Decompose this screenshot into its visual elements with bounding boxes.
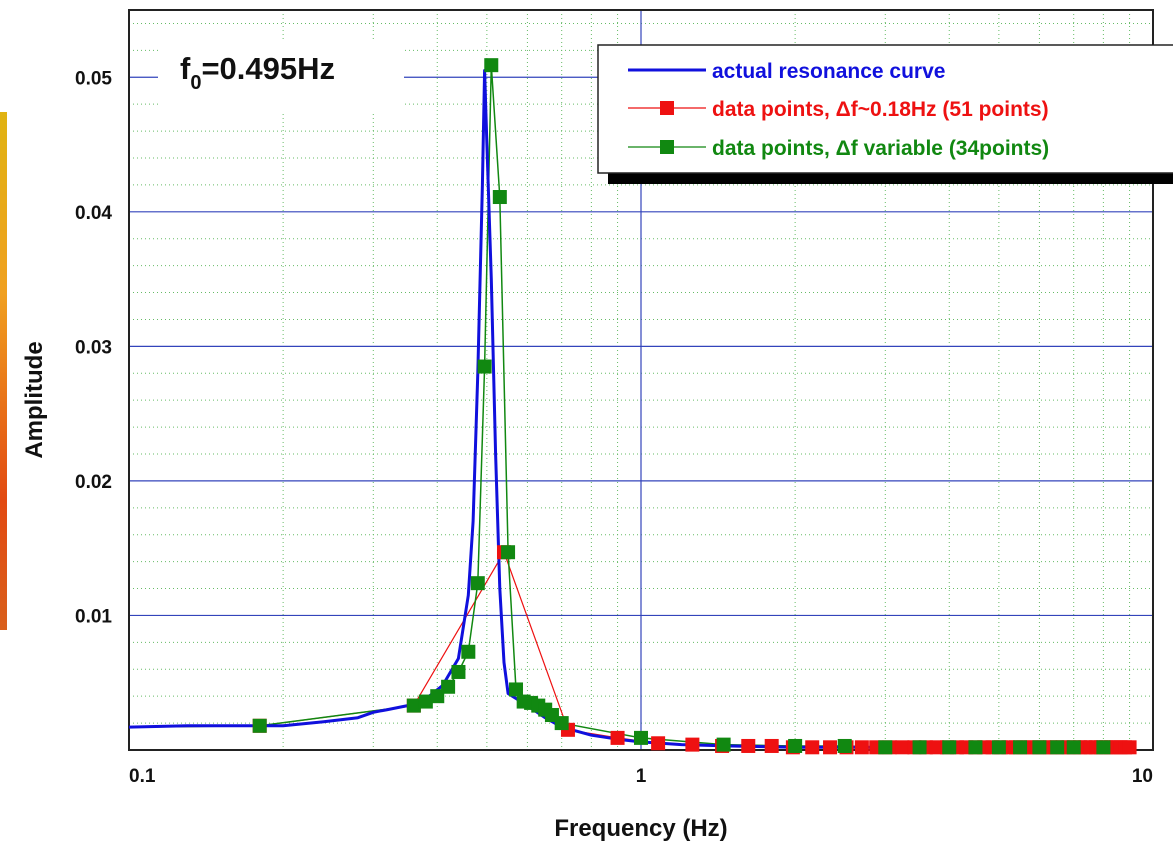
legend-label-fixed: data points, Δf~0.18Hz (51 points) — [712, 98, 1049, 121]
marker-fixed — [854, 740, 869, 755]
y-axis-title: Amplitude — [21, 341, 48, 458]
marker-variable — [1050, 740, 1065, 755]
marker-fixed — [741, 738, 756, 753]
marker-variable — [1096, 740, 1111, 755]
y-tick-label: 0.04 — [75, 203, 112, 224]
f0-annotation: f0=0.495Hz — [158, 40, 404, 112]
marker-variable — [406, 698, 421, 713]
marker-variable — [1032, 740, 1047, 755]
marker-fixed — [1122, 740, 1137, 755]
legend-marker-variable — [660, 140, 674, 154]
marker-variable — [968, 740, 983, 755]
marker-variable — [430, 689, 445, 704]
x-tick-label: 10 — [1132, 766, 1153, 787]
marker-variable — [991, 740, 1006, 755]
marker-variable — [1013, 740, 1028, 755]
f0-box — [158, 40, 404, 112]
series-markers — [252, 58, 1137, 755]
marker-variable — [716, 737, 731, 752]
f0-value: =0.495Hz — [201, 51, 335, 86]
marker-variable — [484, 58, 499, 73]
marker-variable — [509, 682, 524, 697]
marker-fixed — [764, 738, 779, 753]
marker-variable — [1066, 740, 1081, 755]
marker-fixed — [651, 736, 666, 751]
marker-variable — [451, 664, 466, 679]
marker-fixed — [823, 740, 838, 755]
marker-variable — [252, 718, 267, 733]
marker-variable — [837, 738, 852, 753]
marker-variable — [554, 716, 569, 731]
marker-variable — [634, 730, 648, 745]
marker-variable — [492, 190, 507, 205]
marker-variable — [878, 740, 893, 755]
marker-variable — [441, 679, 456, 694]
marker-variable — [470, 576, 485, 591]
legend-marker-fixed — [660, 101, 674, 115]
x-tick-label: 0.1 — [129, 766, 156, 787]
marker-fixed — [805, 740, 820, 755]
y-tick-label: 0.03 — [75, 337, 112, 358]
series-line-fixed — [128, 550, 1130, 748]
marker-fixed — [685, 737, 700, 752]
legend-label-variable: data points, Δf variable (34points) — [712, 137, 1049, 160]
marker-variable — [788, 738, 803, 753]
marker-variable — [501, 545, 516, 560]
legend-box — [597, 44, 1173, 174]
y-tick-label: 0.01 — [75, 606, 112, 627]
f0-main: f — [180, 51, 191, 86]
f0-subscript: 0 — [190, 72, 201, 94]
marker-variable — [942, 740, 957, 755]
side-decoration — [0, 112, 7, 630]
marker-variable — [461, 644, 476, 659]
y-tick-label: 0.02 — [75, 472, 112, 493]
plot-frame — [128, 9, 1154, 751]
marker-variable — [477, 359, 492, 374]
marker-fixed — [610, 730, 625, 745]
marker-variable — [418, 694, 433, 709]
x-tick-label: 1 — [636, 766, 647, 787]
marker-variable — [912, 740, 927, 755]
legend-label-actual: actual resonance curve — [712, 60, 945, 83]
legend: actual resonance curve data points, Δf~0… — [597, 44, 1173, 184]
marker-fixed — [895, 740, 910, 755]
f0-label: f0=0.495Hz — [180, 51, 335, 94]
y-tick-label: 0.05 — [75, 68, 112, 89]
tick-labels: 0.1 1 10 0.01 0.02 0.03 0.04 0.05 — [75, 68, 1153, 787]
x-axis-title: Frequency (Hz) — [554, 815, 727, 842]
